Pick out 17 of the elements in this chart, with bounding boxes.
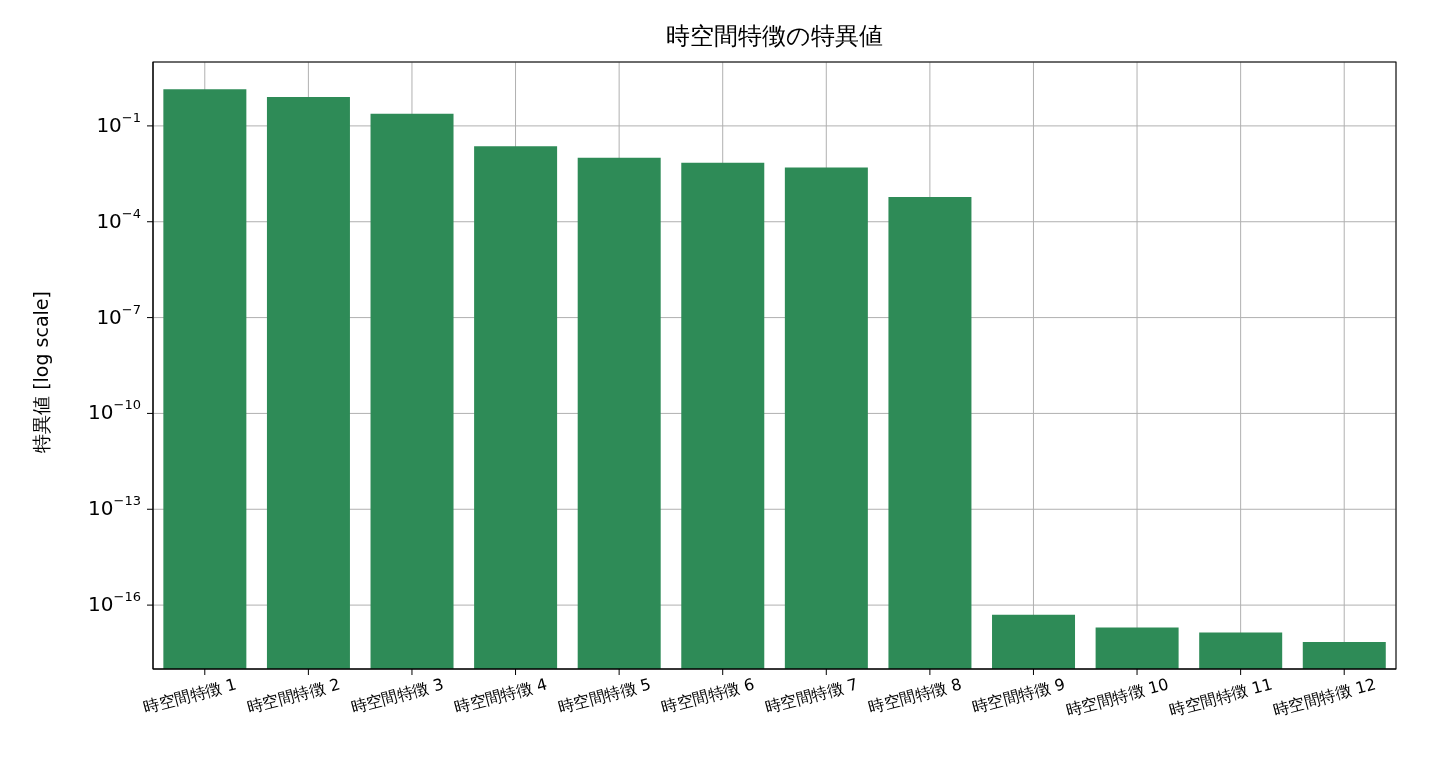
y-tick-label: 10$^{−10}$	[88, 397, 141, 424]
x-tick-label: 時空間特徴 4	[452, 674, 550, 718]
y-tick-label: 10$^{−7}$	[96, 301, 141, 329]
y-tick-label: 10$^{−13}$	[88, 493, 141, 520]
x-tick-label: 時空間特徴 1	[141, 674, 239, 718]
x-tick-label: 時空間特徴 8	[866, 674, 964, 718]
y-axis-title: 特異値 [log scale]	[29, 291, 53, 453]
y-tick-label: 10$^{−16}$	[88, 589, 141, 616]
y-tick-label: 10$^{−4}$	[96, 205, 141, 233]
x-tick-label: 時空間特徴 5	[555, 674, 653, 718]
x-tick-label: 時空間特徴 6	[659, 674, 757, 718]
x-tick-label: 時空間特徴 7	[762, 674, 860, 718]
x-tick-label: 時空間特徴 2	[245, 674, 343, 718]
x-tick-label: 時空間特徴 3	[348, 674, 446, 718]
x-tick-label: 時空間特徴 12	[1271, 674, 1378, 720]
y-tick-label: 10$^{−1}$	[96, 109, 141, 137]
chart-title: 時空間特徴の特異値	[664, 21, 884, 52]
